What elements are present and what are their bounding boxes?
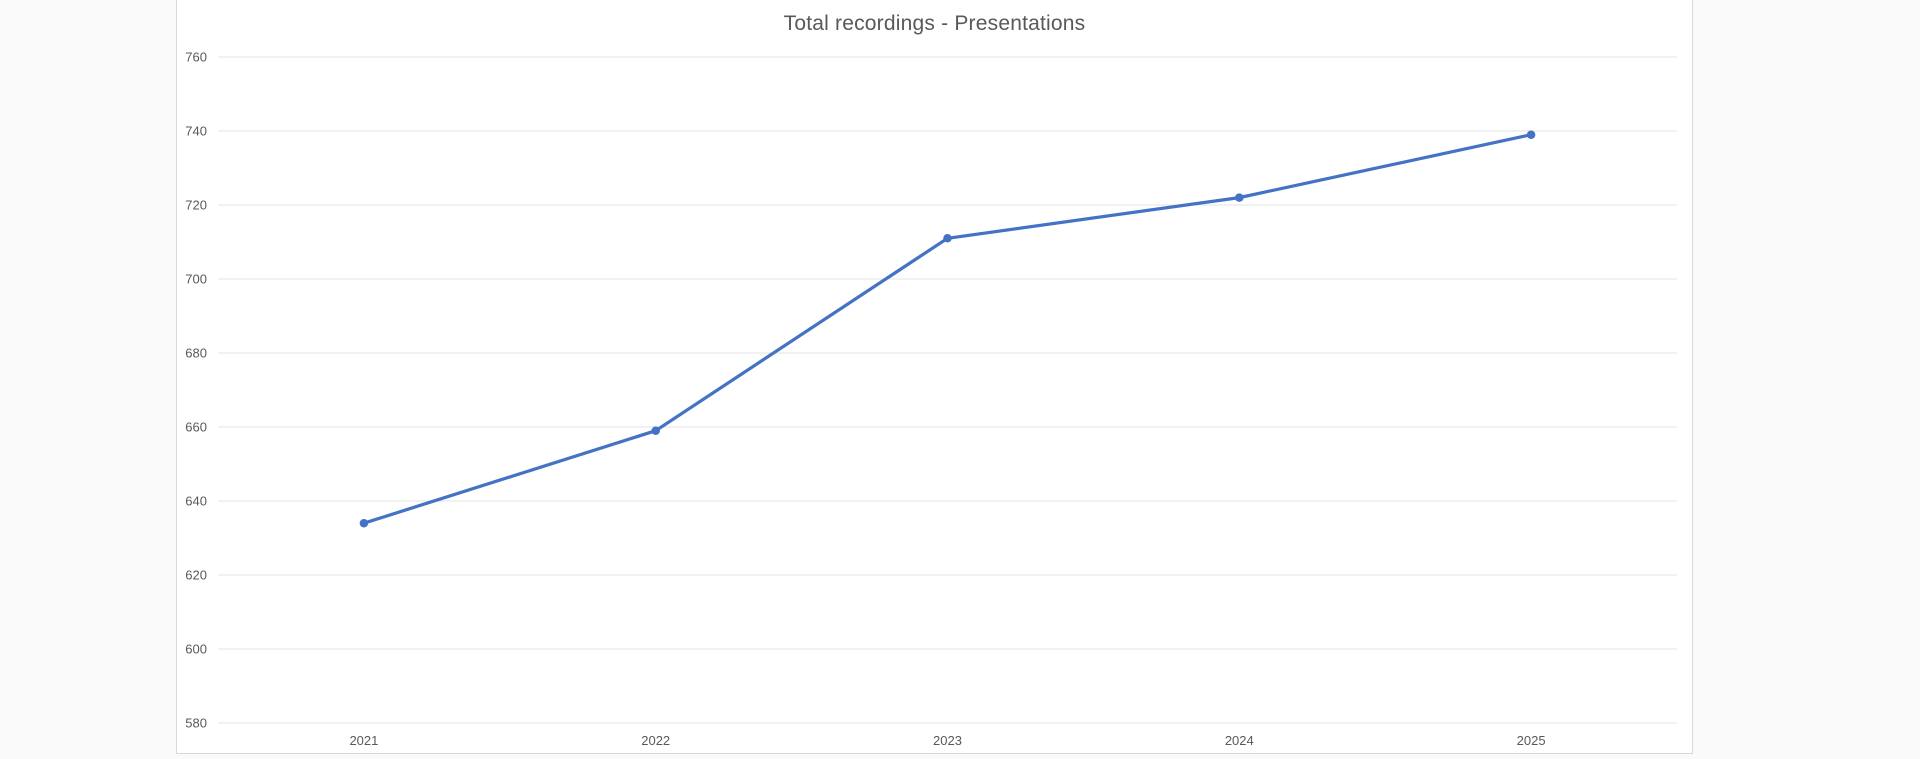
data-point-marker [359, 518, 369, 528]
y-axis-tick-label: 620 [185, 568, 207, 583]
x-axis-tick-label: 2022 [641, 733, 670, 748]
y-axis-tick-label: 760 [185, 50, 207, 65]
x-axis-tick-label: 2021 [349, 733, 378, 748]
x-axis-tick-label: 2025 [1517, 733, 1546, 748]
y-axis-tick-label: 680 [185, 346, 207, 361]
data-point-marker [1526, 130, 1536, 139]
x-axis-tick-label: 2023 [933, 733, 962, 748]
data-point-marker [943, 234, 952, 243]
series-line [362, 133, 1533, 525]
chart-panel: Total recordings - Presentations [176, 0, 1693, 754]
y-axis-tick-label: 740 [185, 124, 207, 139]
chart-title: Total recordings - Presentations [783, 12, 1086, 35]
y-axis-tick-label: 640 [185, 494, 207, 509]
x-axis-tick-label: 2024 [1225, 733, 1254, 748]
y-axis-tick-label: 720 [185, 198, 207, 213]
y-axis-tick-label: 580 [185, 716, 207, 731]
y-axis-tick-label: 660 [185, 420, 207, 435]
data-point-marker [651, 426, 660, 435]
y-axis-tick-label: 700 [185, 272, 207, 287]
y-axis-tick-label: 600 [185, 642, 207, 657]
data-point-marker [1235, 193, 1244, 202]
